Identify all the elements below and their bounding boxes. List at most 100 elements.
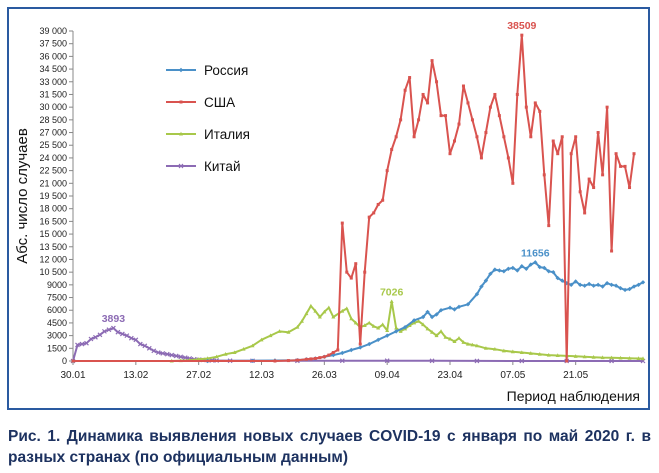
data-point: [178, 354, 184, 360]
data-point: [299, 319, 304, 323]
data-point: [483, 278, 489, 283]
data-point: [578, 190, 582, 194]
data-point: [429, 358, 435, 364]
data-point: [295, 358, 299, 362]
data-point: [613, 283, 619, 288]
data-point: [308, 303, 313, 308]
data-point: [268, 333, 273, 338]
data-point: [398, 329, 403, 333]
y-tick-label: 24 000: [39, 153, 67, 163]
data-point: [582, 354, 587, 359]
data-point: [542, 265, 547, 271]
data-point: [142, 343, 148, 349]
data-point: [520, 33, 524, 37]
data-point: [322, 355, 326, 359]
data-point: [344, 306, 349, 311]
data-point: [196, 357, 201, 361]
data-point: [456, 335, 461, 340]
data-point: [457, 122, 461, 126]
data-point: [560, 135, 564, 139]
data-point: [97, 332, 103, 338]
data-point: [586, 281, 592, 287]
data-point: [546, 352, 551, 357]
data-point: [425, 309, 430, 315]
data-point: [304, 311, 309, 316]
data-point: [381, 198, 385, 202]
peak-annotation: 11656: [521, 247, 550, 259]
data-point: [376, 325, 381, 330]
y-tick-label: 9000: [47, 280, 67, 290]
data-point: [511, 181, 515, 185]
legend-label: США: [204, 95, 235, 110]
data-point: [124, 333, 130, 339]
legend-label: Китай: [204, 159, 241, 174]
data-point: [349, 276, 353, 280]
x-tick-label: 07.05: [500, 370, 525, 381]
data-point: [110, 325, 116, 331]
data-point: [179, 131, 183, 136]
data-point: [412, 135, 416, 139]
data-point: [340, 350, 345, 356]
data-point: [362, 323, 367, 327]
data-point: [452, 339, 457, 344]
data-point: [618, 355, 623, 360]
y-tick-label: 25 500: [39, 140, 67, 150]
data-point: [363, 270, 367, 274]
data-point: [443, 335, 448, 339]
data-point: [367, 320, 372, 325]
data-point: [164, 351, 170, 357]
data-point: [349, 347, 354, 353]
data-point: [349, 316, 354, 321]
data-point: [182, 355, 188, 361]
data-point: [137, 341, 143, 347]
y-tick-label: 39 000: [39, 26, 67, 36]
data-point: [425, 326, 430, 331]
data-point: [429, 314, 435, 320]
data-point: [533, 101, 537, 105]
data-point: [519, 350, 524, 355]
data-point: [403, 88, 407, 92]
data-point: [385, 328, 390, 333]
data-point: [628, 186, 632, 190]
x-tick-label: 12.03: [249, 370, 274, 381]
data-point: [587, 177, 591, 181]
data-point: [515, 268, 520, 273]
data-point: [618, 286, 623, 291]
data-point: [367, 215, 371, 219]
data-point: [331, 314, 336, 319]
data-point: [106, 327, 112, 333]
y-tick-label: 16 500: [39, 216, 67, 226]
x-tick-label: 23.04: [437, 370, 462, 381]
y-tick-label: 36 000: [39, 51, 67, 61]
data-point: [394, 135, 398, 139]
data-point: [622, 287, 628, 293]
data-point: [223, 352, 228, 356]
y-tick-label: 30 000: [39, 102, 67, 112]
data-point: [385, 169, 389, 173]
data-point: [604, 280, 610, 286]
chart-frame: 0 1500 3000 4500 6000 7500 9000 10 500 12 000 13 …: [7, 7, 650, 410]
y-tick-label: 27 000: [39, 128, 67, 138]
data-point: [573, 354, 578, 358]
y-tick-label: 3000: [47, 331, 67, 341]
data-point: [583, 211, 587, 215]
data-point: [448, 152, 452, 156]
data-point: [75, 342, 80, 348]
data-point: [411, 318, 417, 323]
data-point: [484, 131, 488, 135]
data-point: [568, 282, 574, 288]
data-point: [372, 211, 376, 215]
data-point: [430, 330, 435, 334]
data-point: [241, 346, 246, 351]
data-point: [591, 283, 596, 288]
y-tick-label: 6000: [47, 305, 67, 315]
data-point: [506, 156, 510, 160]
y-tick-label: 10 500: [39, 267, 67, 277]
data-point: [474, 343, 479, 348]
y-tick-label: 33 000: [39, 77, 67, 87]
data-point: [119, 331, 125, 337]
data-point: [631, 284, 637, 289]
data-point: [345, 270, 349, 274]
y-tick-label: 28 500: [39, 115, 67, 125]
y-tick-label: 0: [62, 356, 67, 366]
